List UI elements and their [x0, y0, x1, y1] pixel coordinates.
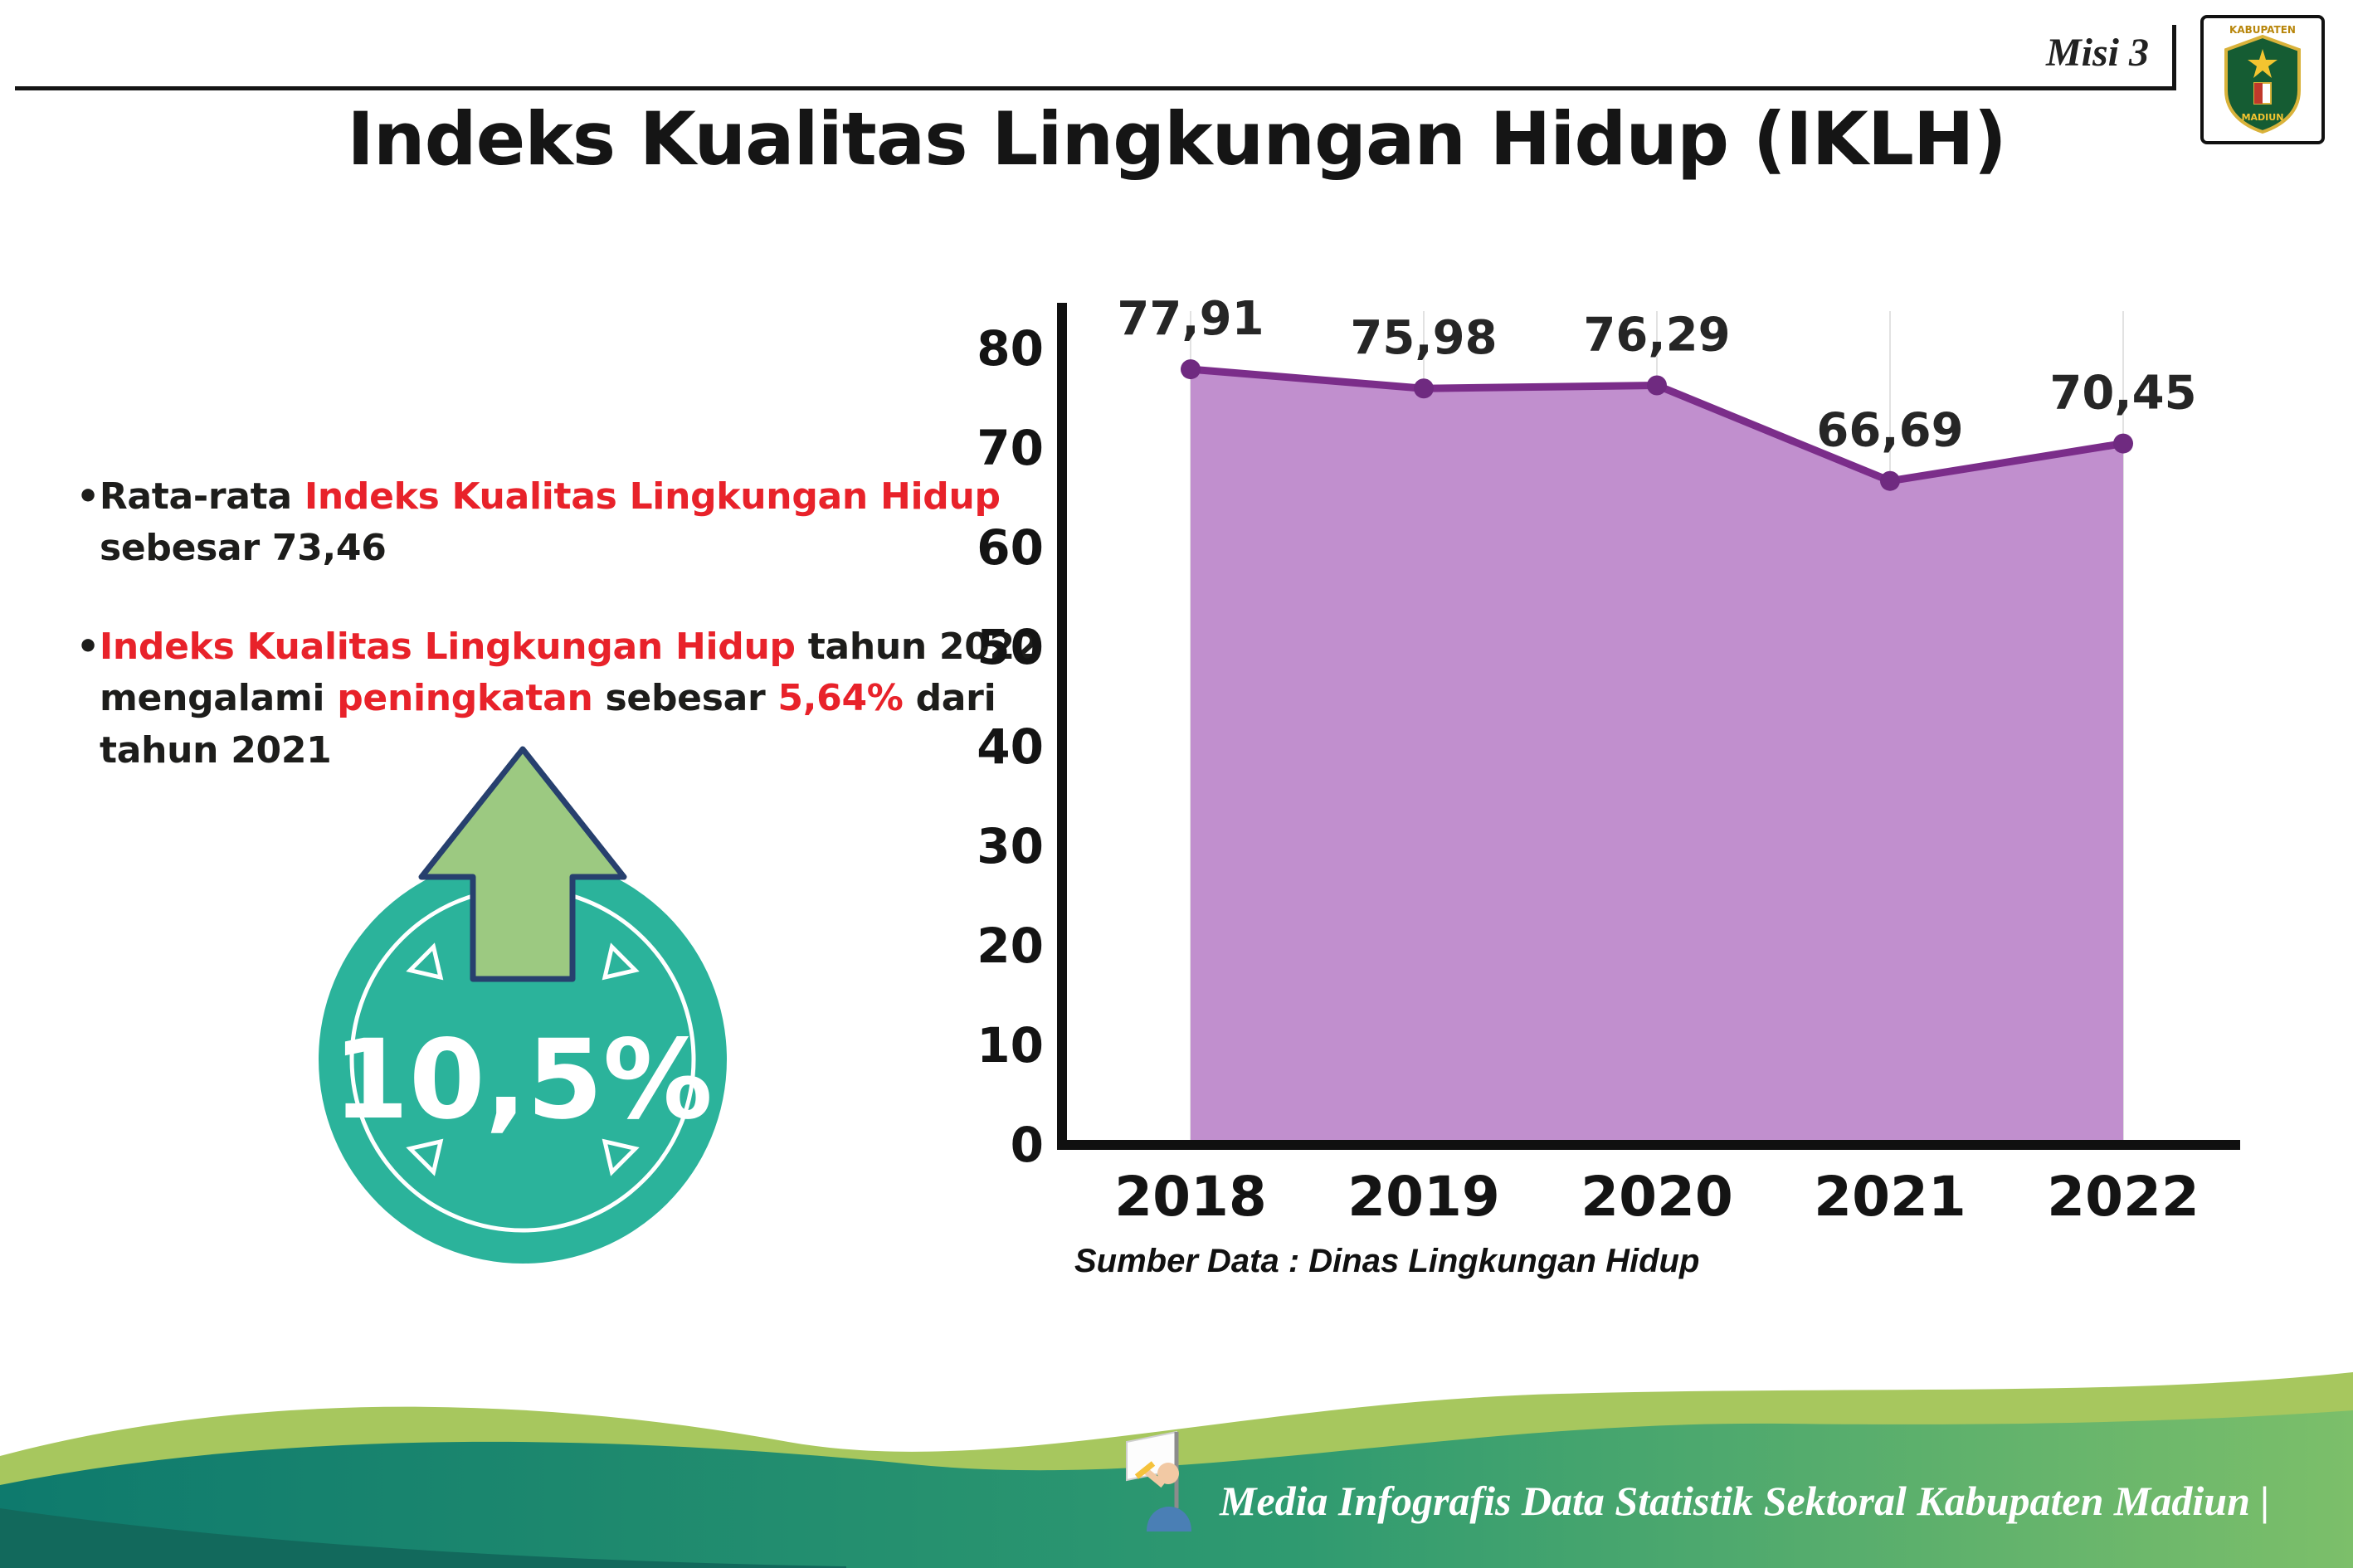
- text-segment: tahun 2022 mengalami: [100, 625, 1040, 720]
- bullet-increase-2022: •Indeks Kualitas Lingkungan Hidup tahun …: [76, 621, 1043, 777]
- logo-inner-shield-red: [2254, 83, 2263, 104]
- svg-text:2018: 2018: [1114, 1165, 1267, 1229]
- logo-star-icon: [2248, 49, 2277, 78]
- svg-text:50: 50: [977, 619, 1044, 675]
- svg-text:10: 10: [977, 1017, 1044, 1074]
- chart-value-labels: 77,91 75,98 76,29 66,69 70,45: [1117, 292, 2196, 458]
- arrow-up-icon: [418, 746, 627, 982]
- chart-x-axis-labels: 2018 2019 2020 2021 2022: [1114, 1165, 2200, 1229]
- badge-ring-ticks: [406, 942, 640, 1176]
- increase-badge: 10,5%: [319, 746, 727, 1264]
- svg-text:76,29: 76,29: [1583, 309, 1730, 363]
- bullet-marker: •: [76, 475, 100, 518]
- chart-points: [1181, 359, 2133, 491]
- shield-emblem-icon: KABUPATEN MADIUN: [2224, 24, 2301, 134]
- chart-y-axis-labels: 0 10 20 30 40 50 60 70 80: [977, 320, 1044, 1173]
- svg-text:2022: 2022: [2047, 1165, 2200, 1229]
- iklh-area-chart: 77,91 75,98 76,29 66,69 70,45 0 10 20 30 40 50 60 70…: [954, 290, 2265, 1319]
- highlight-red: peningkatan: [337, 677, 593, 720]
- text-segment: dari tahun 2021: [100, 677, 996, 772]
- svg-text:75,98: 75,98: [1350, 311, 1497, 365]
- svg-text:2020: 2020: [1581, 1165, 1733, 1229]
- bullet-marker: •: [76, 625, 100, 668]
- person-arm: [1142, 1467, 1166, 1488]
- text-segment: sebesar: [592, 677, 778, 720]
- svg-text:2021: 2021: [1814, 1165, 1966, 1229]
- pencil-icon: [1134, 1461, 1156, 1479]
- svg-text:66,69: 66,69: [1816, 404, 1963, 458]
- svg-text:70,45: 70,45: [2049, 367, 2196, 421]
- person-head: [1157, 1463, 1179, 1484]
- chart-canvas: 77,91 75,98 76,29 66,69 70,45 0 10 20 30 40 50 60 70…: [977, 292, 2240, 1229]
- svg-text:2019: 2019: [1347, 1165, 1500, 1229]
- svg-text:60: 60: [977, 519, 1044, 576]
- kabupaten-madiun-logo: KABUPATEN MADIUN: [2200, 15, 2325, 144]
- svg-text:40: 40: [977, 718, 1044, 775]
- text-segment: Rata-rata: [99, 475, 304, 518]
- svg-text:30: 30: [977, 818, 1044, 874]
- logo-bottom-text: MADIUN: [2242, 112, 2284, 123]
- header-rule-corner: [2172, 25, 2176, 90]
- footer-caption: Media Infografis Data Statistik Sektoral…: [1220, 1478, 2270, 1524]
- person-body: [1147, 1507, 1191, 1531]
- highlight-red: 5,64%: [777, 677, 904, 720]
- page-title: Indeks Kualitas Lingkungan Hidup (IKLH): [347, 96, 2007, 182]
- badge-value: 10,5%: [333, 1016, 713, 1144]
- misi-label: Misi 3: [2045, 31, 2149, 75]
- svg-text:20: 20: [977, 918, 1044, 974]
- text-segment: sebesar 73,46: [100, 527, 387, 570]
- key-points: •Rata-rata Indeks Kualitas Lingkungan Hi…: [76, 471, 1043, 823]
- svg-text:80: 80: [977, 320, 1044, 377]
- svg-text:0: 0: [1011, 1117, 1044, 1173]
- svg-text:70: 70: [977, 420, 1044, 476]
- logo-top-text: KABUPATEN: [2229, 24, 2296, 36]
- chart-source: Sumber Data : Dinas Lingkungan Hidup: [1074, 1243, 1700, 1279]
- bullet-average-iklh: •Rata-rata Indeks Kualitas Lingkungan Hi…: [76, 471, 1043, 575]
- highlight-red: Indeks Kualitas Lingkungan Hidup: [304, 475, 1001, 518]
- media-infografis-icon: [1126, 1430, 1191, 1531]
- footer-wave-dark: [0, 1508, 846, 1568]
- chart-area: [1191, 369, 2123, 1145]
- header-rule: [15, 86, 2172, 90]
- highlight-red: Indeks Kualitas Lingkungan Hidup: [99, 625, 796, 668]
- svg-text:77,91: 77,91: [1117, 292, 1264, 346]
